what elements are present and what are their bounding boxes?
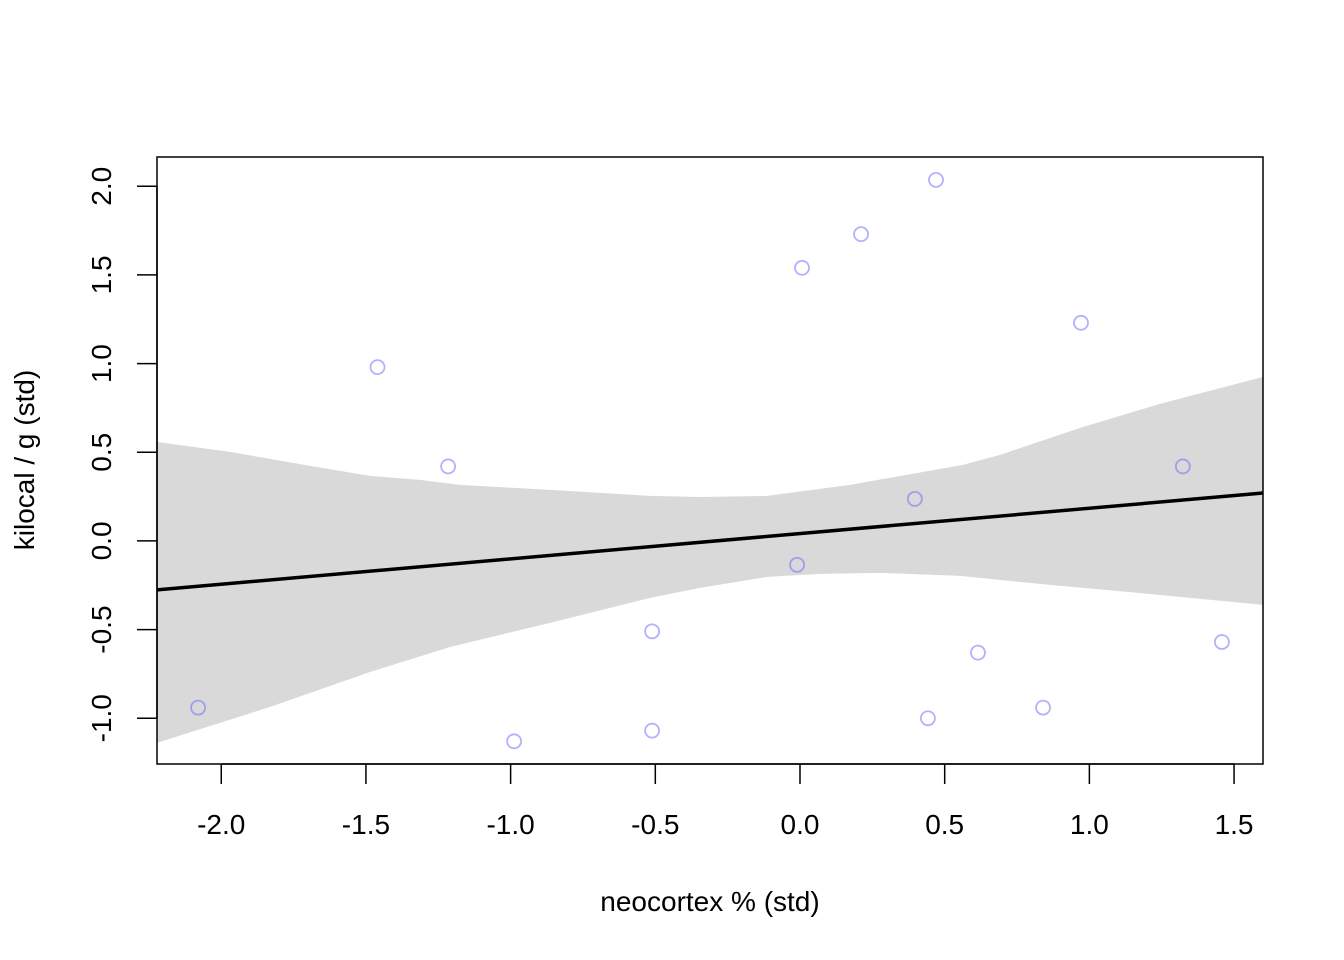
- x-tick-label: -0.5: [631, 809, 679, 840]
- data-point: [1214, 634, 1230, 650]
- y-tick-label: 0.0: [86, 521, 117, 560]
- y-axis: -1.0 -0.5 0.0 0.5 1.0 1.5 2.0: [86, 167, 158, 742]
- x-tick-label: 0.5: [925, 809, 964, 840]
- data-point: [794, 259, 810, 276]
- y-tick-label: -0.5: [86, 605, 117, 653]
- data-point: [920, 710, 936, 727]
- data-point: [970, 644, 986, 661]
- y-tick-label: 0.5: [86, 433, 117, 472]
- x-tick-label: 1.5: [1215, 809, 1254, 840]
- x-axis-title: neocortex % (std): [600, 886, 819, 917]
- data-point: [190, 699, 206, 716]
- x-axis: -2.0 -1.5 -1.0 -0.5 0.0 0.5 1.0 1.5: [197, 763, 1254, 840]
- x-tick-label: -2.0: [197, 809, 245, 840]
- y-tick-label: -1.0: [86, 694, 117, 742]
- data-point: [1035, 699, 1051, 716]
- data-point: [440, 458, 457, 475]
- data-point: [1174, 458, 1191, 475]
- y-tick-label: 2.0: [86, 167, 117, 206]
- data-point: [789, 556, 806, 573]
- interval-band: [157, 376, 1263, 743]
- x-tick-label: 1.0: [1070, 809, 1109, 840]
- x-tick-label: -1.0: [486, 809, 534, 840]
- y-tick-label: 1.5: [86, 255, 117, 294]
- data-point: [506, 733, 522, 750]
- y-tick-label: 1.0: [86, 344, 117, 383]
- x-tick-label: 0.0: [781, 809, 820, 840]
- mean-line: [156, 491, 1264, 592]
- data-point: [644, 623, 661, 640]
- data-point: [906, 490, 923, 507]
- data-point: [928, 171, 944, 188]
- data-point: [1073, 314, 1089, 331]
- y-axis-title: kilocal / g (std): [9, 370, 40, 551]
- x-tick-label: -1.5: [342, 809, 390, 840]
- data-point: [644, 722, 661, 739]
- points-layer: [190, 171, 1230, 750]
- interval-band-layer: [157, 376, 1263, 743]
- mean-line-layer: [156, 491, 1264, 592]
- data-point: [853, 226, 869, 243]
- data-point: [369, 359, 386, 376]
